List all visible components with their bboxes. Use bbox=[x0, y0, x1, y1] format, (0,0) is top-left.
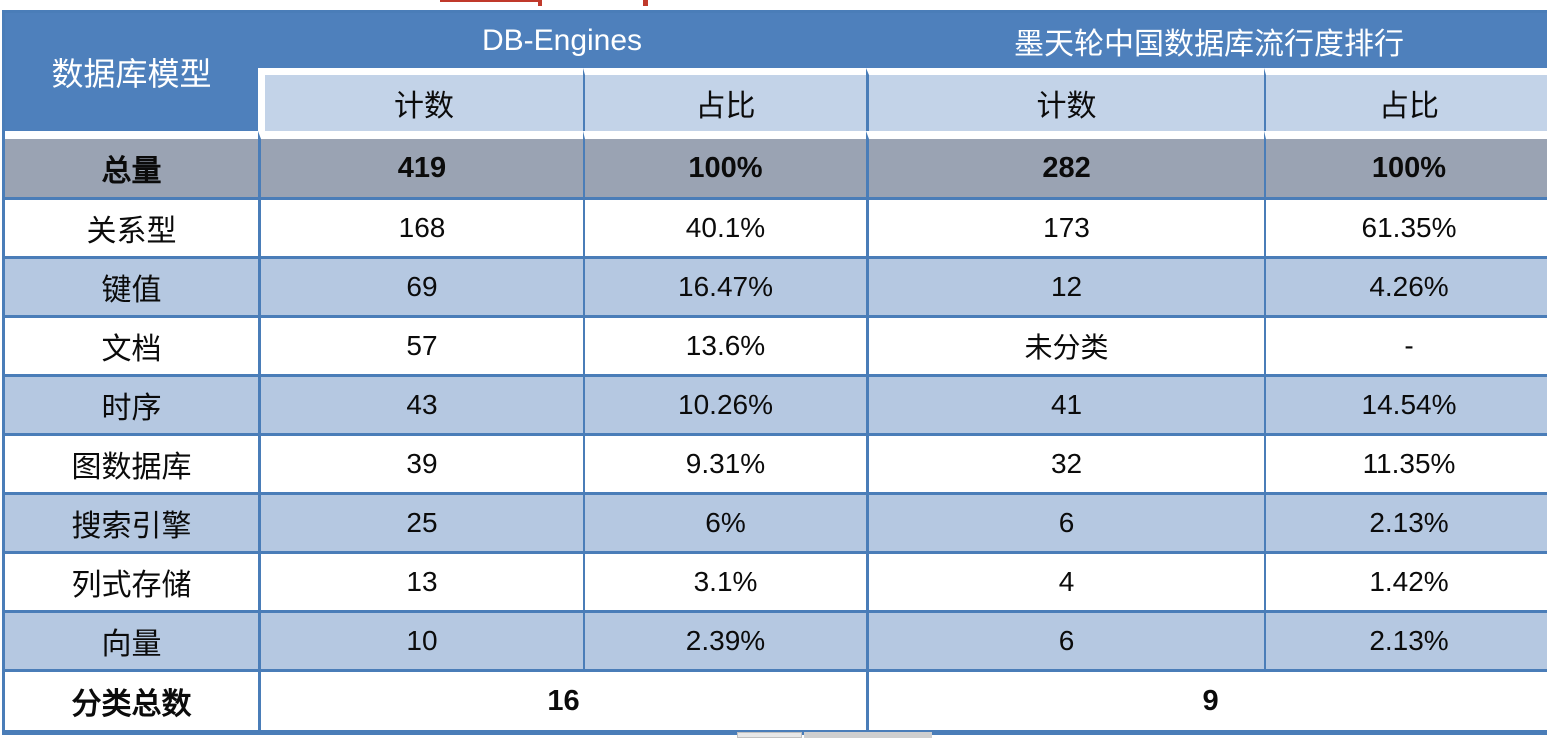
table-row: 文档 57 13.6% 未分类 - bbox=[5, 315, 1547, 374]
sub-header-row: 计数 占比 计数 占比 bbox=[5, 68, 1547, 131]
cell: 9.31% bbox=[583, 433, 867, 492]
table-row: 图数据库 39 9.31% 32 11.35% bbox=[5, 433, 1547, 492]
row-label: 向量 bbox=[5, 610, 258, 669]
col-header-share-db-engines: 占比 bbox=[583, 68, 867, 131]
row-label: 关系型 bbox=[5, 197, 258, 256]
category-count-row: 分类总数 16 9 bbox=[5, 669, 1547, 730]
row-label: 分类总数 bbox=[5, 669, 258, 730]
cell: 10.26% bbox=[583, 374, 867, 433]
cell: 419 bbox=[258, 131, 583, 197]
row-label: 图数据库 bbox=[5, 433, 258, 492]
row-label: 总量 bbox=[5, 131, 258, 197]
cell: 1.42% bbox=[1264, 551, 1547, 610]
cell: - bbox=[1264, 315, 1547, 374]
table-row: 关系型 168 40.1% 173 61.35% bbox=[5, 197, 1547, 256]
cell: 16.47% bbox=[583, 256, 867, 315]
cell: 69 bbox=[258, 256, 583, 315]
cell: 41 bbox=[866, 374, 1265, 433]
cell: 6% bbox=[583, 492, 867, 551]
table-row: 列式存储 13 3.1% 4 1.42% bbox=[5, 551, 1547, 610]
col-header-count-modb: 计数 bbox=[866, 68, 1265, 131]
red-artifact-line bbox=[440, 0, 540, 2]
cell: 6 bbox=[866, 610, 1265, 669]
cell: 未分类 bbox=[866, 315, 1265, 374]
cell: 4.26% bbox=[1264, 256, 1547, 315]
header-group-row: 数据库模型 DB-Engines 墨天轮中国数据库流行度排行 bbox=[5, 13, 1547, 131]
row-label: 搜索引擎 bbox=[5, 492, 258, 551]
cell: 40.1% bbox=[583, 197, 867, 256]
scrollbar-thumb-fragment[interactable] bbox=[804, 732, 932, 738]
database-model-comparison-table: 数据库模型 DB-Engines 墨天轮中国数据库流行度排行 计数 占比 计数 … bbox=[2, 10, 1547, 735]
cell: 2.39% bbox=[583, 610, 867, 669]
col-header-count-db-engines: 计数 bbox=[258, 68, 583, 131]
total-row: 总量 419 100% 282 100% bbox=[5, 131, 1547, 197]
cell: 100% bbox=[1264, 131, 1547, 197]
red-artifact-tick bbox=[643, 0, 648, 6]
cell: 16 bbox=[258, 669, 867, 730]
cell: 3.1% bbox=[583, 551, 867, 610]
col-header-share-modb: 占比 bbox=[1264, 68, 1547, 131]
cell: 10 bbox=[258, 610, 583, 669]
row-label: 列式存储 bbox=[5, 551, 258, 610]
cell: 100% bbox=[583, 131, 867, 197]
table-row: 向量 10 2.39% 6 2.13% bbox=[5, 610, 1547, 669]
cell: 2.13% bbox=[1264, 610, 1547, 669]
table-row: 键值 69 16.47% 12 4.26% bbox=[5, 256, 1547, 315]
row-label: 键值 bbox=[5, 256, 258, 315]
cell: 14.54% bbox=[1264, 374, 1547, 433]
row-label-column-header: 数据库模型 bbox=[5, 13, 258, 131]
cell: 61.35% bbox=[1264, 197, 1547, 256]
column-group-db-engines: DB-Engines bbox=[258, 13, 867, 68]
row-label: 文档 bbox=[5, 315, 258, 374]
cell: 168 bbox=[258, 197, 583, 256]
cell: 173 bbox=[866, 197, 1265, 256]
cell: 9 bbox=[866, 669, 1547, 730]
cell: 13 bbox=[258, 551, 583, 610]
table-row: 时序 43 10.26% 41 14.54% bbox=[5, 374, 1547, 433]
cell: 57 bbox=[258, 315, 583, 374]
scrollbar-fragment[interactable] bbox=[737, 732, 802, 738]
cell: 2.13% bbox=[1264, 492, 1547, 551]
cell: 25 bbox=[258, 492, 583, 551]
cell: 39 bbox=[258, 433, 583, 492]
red-artifact-tick bbox=[538, 0, 542, 6]
cell: 12 bbox=[866, 256, 1265, 315]
column-group-modb-ranking: 墨天轮中国数据库流行度排行 bbox=[866, 13, 1547, 68]
row-label: 时序 bbox=[5, 374, 258, 433]
cell: 43 bbox=[258, 374, 583, 433]
cell: 282 bbox=[866, 131, 1265, 197]
cell: 13.6% bbox=[583, 315, 867, 374]
cell: 11.35% bbox=[1264, 433, 1547, 492]
cell: 6 bbox=[866, 492, 1265, 551]
cell: 32 bbox=[866, 433, 1265, 492]
cell: 4 bbox=[866, 551, 1265, 610]
table-row: 搜索引擎 25 6% 6 2.13% bbox=[5, 492, 1547, 551]
